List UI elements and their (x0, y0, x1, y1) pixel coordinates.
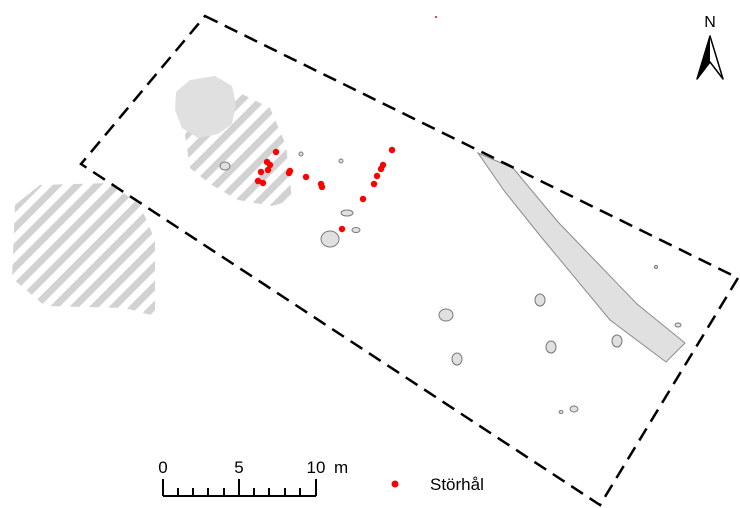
posthole (302, 173, 310, 181)
posthole (370, 180, 378, 188)
stone (340, 209, 354, 217)
stone (558, 410, 564, 414)
posthole (259, 179, 267, 187)
legend-label: Störhål (430, 475, 484, 494)
postholes (254, 16, 437, 233)
posthole (264, 166, 272, 174)
stone (298, 151, 304, 157)
posthole (285, 169, 293, 177)
scale-label-5: 5 (234, 458, 243, 477)
trench-feature (476, 151, 686, 363)
posthole (257, 168, 265, 176)
stone (438, 308, 454, 322)
posthole (359, 195, 367, 203)
scale-bar (162, 479, 317, 497)
stone (219, 161, 231, 171)
stone (320, 230, 340, 248)
posthole (254, 177, 262, 185)
scale-label-10: 10 (307, 458, 326, 477)
stone (338, 158, 344, 164)
stone (534, 293, 546, 307)
north-label: N (704, 14, 716, 31)
excavation-boundary (79, 14, 740, 507)
stone (451, 352, 463, 366)
stone (351, 227, 361, 233)
stone (545, 340, 557, 354)
scale-unit: m (334, 458, 348, 477)
posthole (318, 183, 326, 191)
stone (674, 322, 682, 328)
stone-features (219, 151, 682, 414)
north-arrow-half (697, 36, 710, 79)
stone (569, 405, 579, 413)
north-arrow: N (696, 14, 724, 80)
grey-blob (175, 76, 236, 138)
legend: Störhål (391, 475, 484, 494)
posthole (377, 165, 385, 173)
scale-label-0: 0 (158, 458, 167, 477)
hatched-area-left (12, 183, 155, 316)
stone (611, 334, 623, 348)
posthole (338, 225, 346, 233)
posthole (266, 161, 274, 169)
posthole (388, 146, 396, 154)
posthole (373, 172, 381, 180)
posthole (435, 16, 437, 18)
stone (654, 265, 658, 269)
red-dot-icon (391, 480, 399, 488)
posthole (272, 148, 280, 156)
